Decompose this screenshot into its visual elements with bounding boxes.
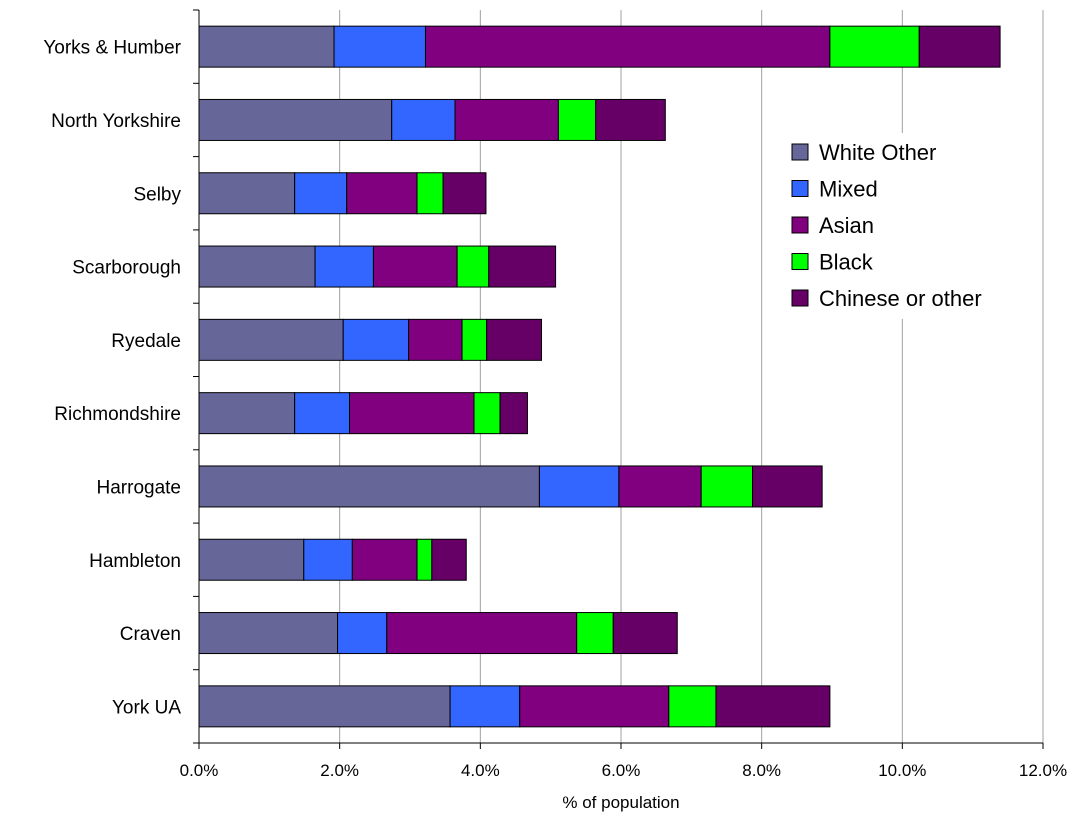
x-tick-label: 10.0% xyxy=(878,761,926,780)
legend-label: Asian xyxy=(819,213,874,238)
bar-segment xyxy=(303,538,353,581)
category-label: Scarborough xyxy=(72,258,181,279)
x-axis-title: % of population xyxy=(562,793,679,812)
bar-segment xyxy=(294,392,351,435)
bar-segment xyxy=(668,685,717,728)
bar-segment xyxy=(557,98,597,141)
bar-segment xyxy=(337,612,388,655)
legend-label: Mixed xyxy=(819,177,878,202)
bar-segment xyxy=(431,538,467,581)
x-tick-label: 4.0% xyxy=(461,761,500,780)
bar-segment xyxy=(416,172,444,215)
x-tick-labels: 0.0% 2.0% 4.0% 6.0% 8.0% 10.0% 12.0% xyxy=(180,761,1067,780)
bar-segment xyxy=(700,465,754,508)
bar-segment xyxy=(342,318,410,361)
axes xyxy=(193,9,1044,749)
category-label: York UA xyxy=(112,697,181,718)
bar-segment xyxy=(499,392,528,435)
bar-segment xyxy=(391,98,456,141)
legend-swatch xyxy=(791,143,809,161)
bar-segment xyxy=(486,318,543,361)
bar-segment xyxy=(333,25,426,68)
category-label: Yorks & Humber xyxy=(43,38,181,59)
legend-label: Black xyxy=(819,250,874,275)
bar-segment xyxy=(198,392,296,435)
bar-segment xyxy=(456,245,490,288)
bar-segment xyxy=(442,172,487,215)
bar-segment xyxy=(198,685,451,728)
bar-segment xyxy=(386,612,578,655)
category-label: Richmondshire xyxy=(54,404,181,425)
legend-label: White Other xyxy=(819,140,936,165)
x-tick-label: 0.0% xyxy=(180,761,219,780)
bar-segment xyxy=(715,685,831,728)
legend-swatch xyxy=(791,289,809,307)
bar-segment xyxy=(198,245,316,288)
category-label: Selby xyxy=(133,184,181,205)
bars xyxy=(198,25,1001,728)
category-label: Harrogate xyxy=(97,477,182,498)
legend-swatch xyxy=(791,253,809,270)
bar-segment xyxy=(351,538,418,581)
bar-segment xyxy=(198,318,344,361)
x-tick-label: 6.0% xyxy=(602,761,641,780)
bar-segment xyxy=(829,25,920,68)
bar-segment xyxy=(408,318,463,361)
category-label: Hambleton xyxy=(89,551,181,572)
bar-segment xyxy=(198,98,393,141)
bar-segment xyxy=(595,98,666,141)
bar-segment xyxy=(576,612,614,655)
bar-segment xyxy=(198,172,296,215)
legend-swatch xyxy=(791,180,809,197)
bar-segment xyxy=(424,25,831,68)
x-tick-label: 8.0% xyxy=(742,761,781,780)
bar-segment xyxy=(473,392,501,435)
x-tick-label: 2.0% xyxy=(320,761,359,780)
bar-segment xyxy=(454,98,559,141)
bar-segment xyxy=(918,25,1001,68)
category-labels: Yorks & Humber North Yorkshire Selby Scarbo… xyxy=(43,38,181,719)
legend: White Other Mixed Asian Black Chinese or oth… xyxy=(778,133,1036,319)
bar-segment xyxy=(372,245,458,288)
category-label: Craven xyxy=(120,624,181,645)
legend-swatch xyxy=(791,216,809,234)
bar-segment xyxy=(449,685,521,728)
bar-segment xyxy=(461,318,488,361)
bar-segment xyxy=(346,172,418,215)
x-tick-label: 12.0% xyxy=(1019,761,1067,780)
bar-segment xyxy=(618,465,702,508)
bar-segment xyxy=(198,465,540,508)
bar-segment xyxy=(612,612,678,655)
legend-label: Chinese or other xyxy=(819,286,982,311)
category-label: Ryedale xyxy=(111,331,181,352)
bar-segment xyxy=(198,612,339,655)
category-label: North Yorkshire xyxy=(51,111,181,132)
bar-segment xyxy=(488,245,557,288)
bar-segment xyxy=(349,392,475,435)
legend-box xyxy=(778,133,1036,319)
bar-segment xyxy=(538,465,620,508)
bar-segment xyxy=(314,245,374,288)
bar-segment xyxy=(519,685,670,728)
bar-segment xyxy=(416,538,433,581)
bar-segment xyxy=(752,465,823,508)
bar-segment xyxy=(294,172,348,215)
bar-segment xyxy=(198,25,335,68)
bar-segment xyxy=(198,538,305,581)
